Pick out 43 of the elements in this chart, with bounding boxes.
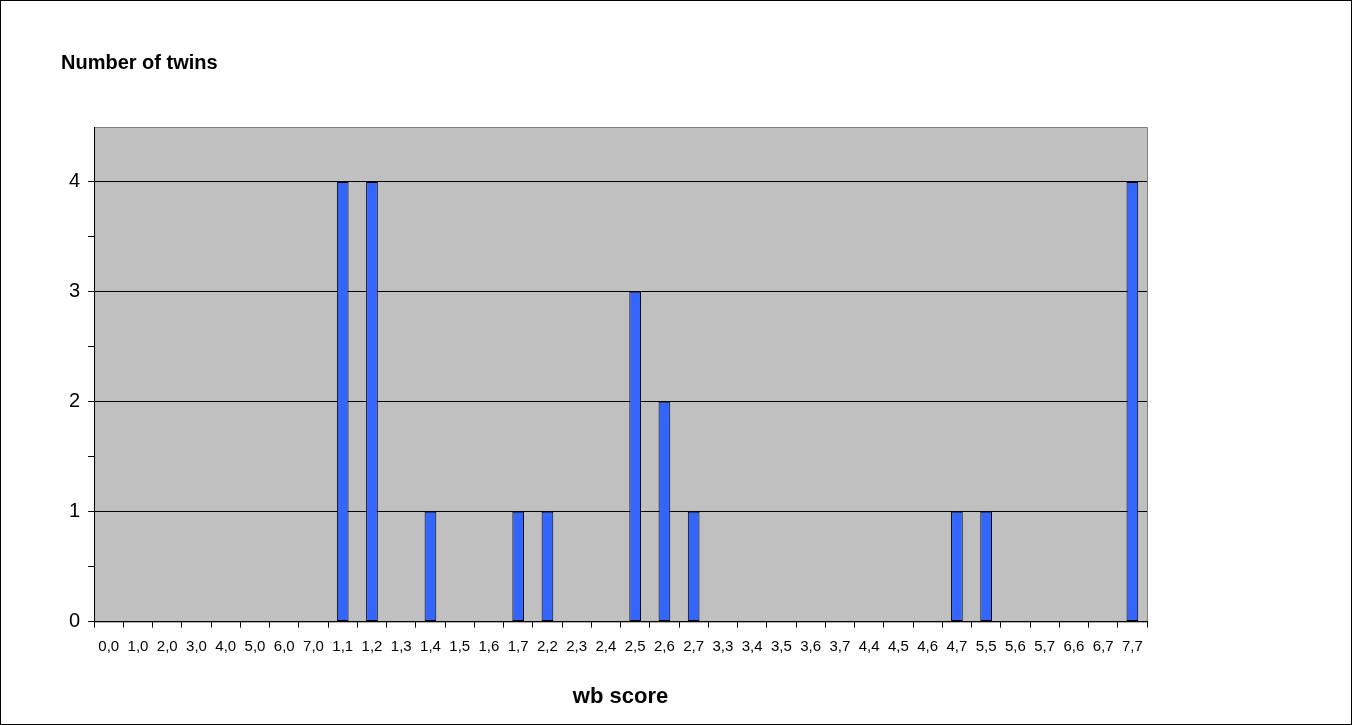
x-tick-label: 4,7 (946, 636, 968, 654)
x-tick-label: 1,5 (449, 636, 471, 654)
x-tick-label: 4,6 (917, 636, 939, 654)
x-tick-label: 3,7 (829, 636, 851, 654)
x-tick-label: 3,0 (186, 636, 207, 654)
x-tick-label: 5,6 (1004, 636, 1026, 654)
x-tick-label: 7,0 (303, 636, 324, 654)
x-tick-label: 4,4 (858, 636, 880, 654)
x-tick-label: 3,6 (800, 636, 822, 654)
y-tick-label: 2 (69, 389, 81, 412)
x-axis-title: wb score (571, 682, 669, 708)
x-tick-label: 7,7 (1121, 636, 1143, 654)
y-tick-label: 1 (69, 499, 81, 522)
y-tick-label: 4 (69, 169, 81, 192)
x-tick-label: 3,4 (741, 636, 763, 654)
chart-title: Number of twins (61, 50, 218, 73)
x-tick-label: 1,4 (420, 636, 441, 654)
x-tick-label: 1,6 (478, 636, 500, 654)
x-tick-label: 6,7 (1092, 636, 1114, 654)
y-tick-label: 3 (69, 279, 81, 302)
x-tick-label: 1,0 (127, 636, 149, 654)
x-tick-label: 1,1 (332, 636, 354, 654)
x-tick-label: 2,6 (654, 636, 675, 654)
x-tick-label: 1,2 (361, 636, 383, 654)
x-tick-label: 5,0 (244, 636, 266, 654)
x-tick-label: 6,0 (273, 636, 295, 654)
x-tick-label: 3,3 (712, 636, 734, 654)
x-tick-label: 2,2 (537, 636, 558, 654)
x-tick-label: 5,7 (1034, 636, 1056, 654)
x-tick-label: 4,0 (215, 636, 237, 654)
x-tick-label: 4,5 (887, 636, 909, 654)
x-tick-label: 2,7 (683, 636, 705, 654)
x-tick-label: 2,5 (624, 636, 646, 654)
y-tick-label: 0 (69, 609, 81, 632)
x-tick-label: 0,0 (98, 636, 120, 654)
x-tick-label: 6,6 (1063, 636, 1085, 654)
x-tick-label: 2,4 (595, 636, 617, 654)
x-tick-label: 2,3 (566, 636, 588, 654)
x-tick-label: 1,3 (390, 636, 412, 654)
x-tick-label: 2,0 (156, 636, 178, 654)
x-tick-label: 3,5 (770, 636, 792, 654)
x-tick-label: 5,5 (975, 636, 997, 654)
x-tick-label: 1,7 (507, 636, 529, 654)
